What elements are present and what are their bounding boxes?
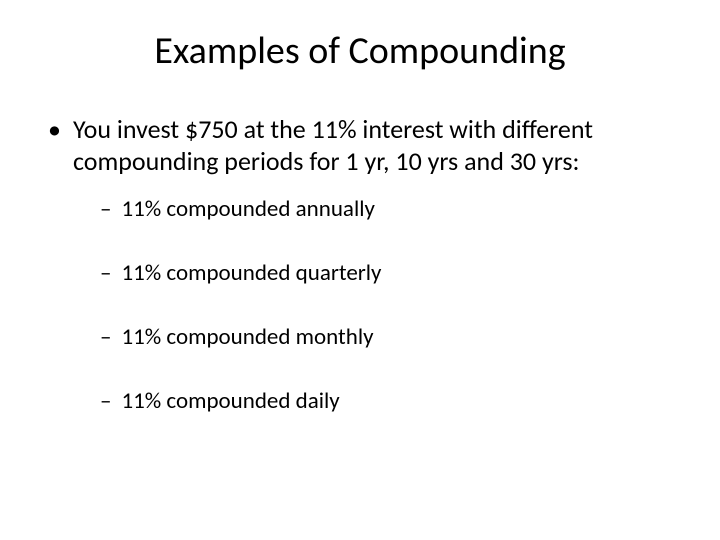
bullet-level2-text: 11% compounded annually	[121, 195, 374, 223]
bullet-level2-item: – 11% compounded quarterly	[100, 259, 690, 287]
slide-title: Examples of Compounding	[30, 28, 690, 74]
bullet-level1-text: You invest $750 at the 11% interest with…	[73, 114, 690, 177]
bullet-level2-item: – 11% compounded annually	[100, 195, 690, 223]
bullet-level2-item: – 11% compounded monthly	[100, 323, 690, 351]
bullet-marker-l2: –	[100, 195, 111, 223]
bullet-marker-l2: –	[100, 323, 111, 351]
bullet-level1: • You invest $750 at the 11% interest wi…	[48, 114, 690, 177]
bullet-marker-l2: –	[100, 387, 111, 415]
bullet-level2-text: 11% compounded daily	[121, 387, 339, 415]
bullet-level2-text: 11% compounded quarterly	[121, 259, 381, 287]
bullet-marker-l2: –	[100, 259, 111, 287]
slide-container: Examples of Compounding • You invest $75…	[0, 0, 720, 540]
bullet-level2-item: – 11% compounded daily	[100, 387, 690, 415]
bullet-marker-l1: •	[48, 114, 61, 177]
bullet-level2-text: 11% compounded monthly	[121, 323, 373, 351]
